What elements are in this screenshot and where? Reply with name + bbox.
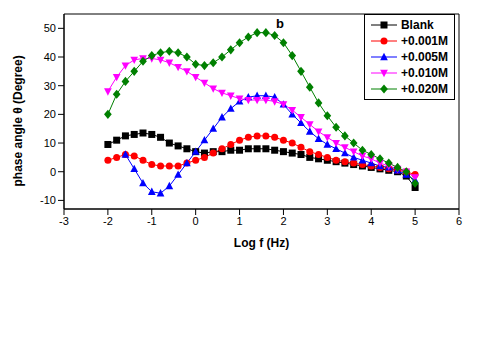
svg-text:-1: -1 (147, 215, 157, 227)
svg-text:30: 30 (44, 80, 56, 92)
svg-text:0: 0 (193, 215, 199, 227)
svg-text:Log f (Hz): Log f (Hz) (234, 236, 289, 250)
svg-text:6: 6 (456, 215, 462, 227)
html-text:Blank: Blank (401, 18, 434, 32)
svg-text:40: 40 (44, 51, 56, 63)
html-text:+0.010M: +0.010M (401, 66, 448, 80)
svg-text:5: 5 (412, 215, 418, 227)
svg-text:3: 3 (324, 215, 330, 227)
svg-text:4: 4 (368, 215, 374, 227)
html-text:+0.005M: +0.005M (401, 50, 448, 64)
svg-text:-10: -10 (40, 194, 56, 206)
svg-text:10: 10 (44, 137, 56, 149)
svg-text:2: 2 (280, 215, 286, 227)
svg-text:phase angle θ (Degree): phase angle θ (Degree) (11, 55, 25, 186)
html-text:b: b (276, 16, 284, 31)
svg-text:-3: -3 (59, 215, 69, 227)
svg-text:0: 0 (50, 166, 56, 178)
svg-text:1: 1 (236, 215, 242, 227)
svg-text:50: 50 (44, 22, 56, 34)
svg-text:20: 20 (44, 108, 56, 120)
html-text:+0.020M: +0.020M (401, 82, 448, 96)
svg-text:-2: -2 (103, 215, 113, 227)
html-text:+0.001M: +0.001M (401, 34, 448, 48)
